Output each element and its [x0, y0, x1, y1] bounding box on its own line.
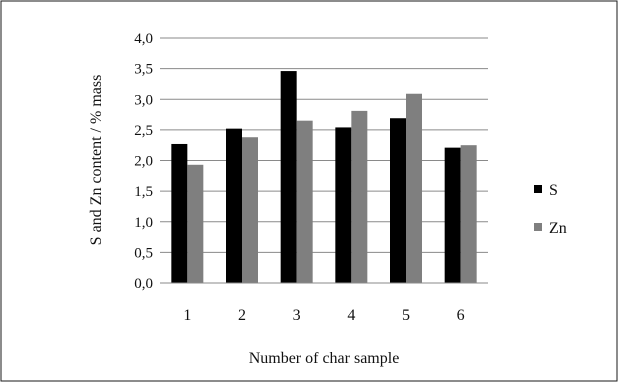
x-axis-title: Number of char sample — [249, 350, 400, 367]
y-tick-label: 0,0 — [134, 276, 153, 292]
bar-zn-2 — [242, 137, 258, 283]
bar-s-2 — [226, 128, 242, 283]
legend-label-s: S — [549, 182, 558, 199]
y-tick-label: 2,0 — [134, 154, 153, 170]
legend-swatch-zn — [534, 223, 542, 231]
bar-s-5 — [390, 118, 406, 283]
x-tick-label: 3 — [293, 307, 301, 324]
bar-zn-6 — [460, 145, 477, 283]
y-tick-label: 4,0 — [134, 31, 153, 47]
gridlines — [160, 37, 488, 253]
x-tick-label: 5 — [402, 307, 410, 324]
y-tick-label: 1,0 — [134, 215, 153, 231]
x-tick-label: 4 — [347, 307, 355, 324]
x-tick-label: 1 — [183, 307, 191, 324]
y-tick-labels: 0,0 0,5 1,0 1,5 2,0 2,5 3,0 3,5 4,0 — [134, 31, 153, 292]
x-tick-label: 6 — [457, 307, 465, 324]
bar-s-6 — [444, 147, 461, 283]
x-tick-labels: 1 2 3 4 5 6 — [183, 307, 464, 324]
x-tick-label: 2 — [238, 307, 246, 324]
y-tick-label: 1,5 — [134, 184, 153, 200]
legend-label-zn: Zn — [549, 220, 567, 237]
legend-swatch-s — [534, 185, 542, 193]
y-axis-title: S and Zn content / % mass — [88, 75, 105, 246]
y-tick-label: 3,5 — [134, 62, 153, 78]
bars — [171, 71, 477, 283]
bar-zn-1 — [187, 164, 204, 283]
bar-s-4 — [335, 127, 352, 283]
bar-zn-4 — [351, 110, 368, 283]
bar-s-1 — [171, 143, 188, 283]
y-tick-label: 0,5 — [134, 245, 153, 261]
y-tick-label: 3,0 — [134, 92, 153, 108]
bar-zn-5 — [406, 93, 422, 283]
legend: S Zn — [534, 182, 567, 237]
bar-s-3 — [280, 71, 297, 283]
y-tick-label: 2,5 — [134, 123, 153, 139]
bar-zn-3 — [296, 120, 313, 283]
